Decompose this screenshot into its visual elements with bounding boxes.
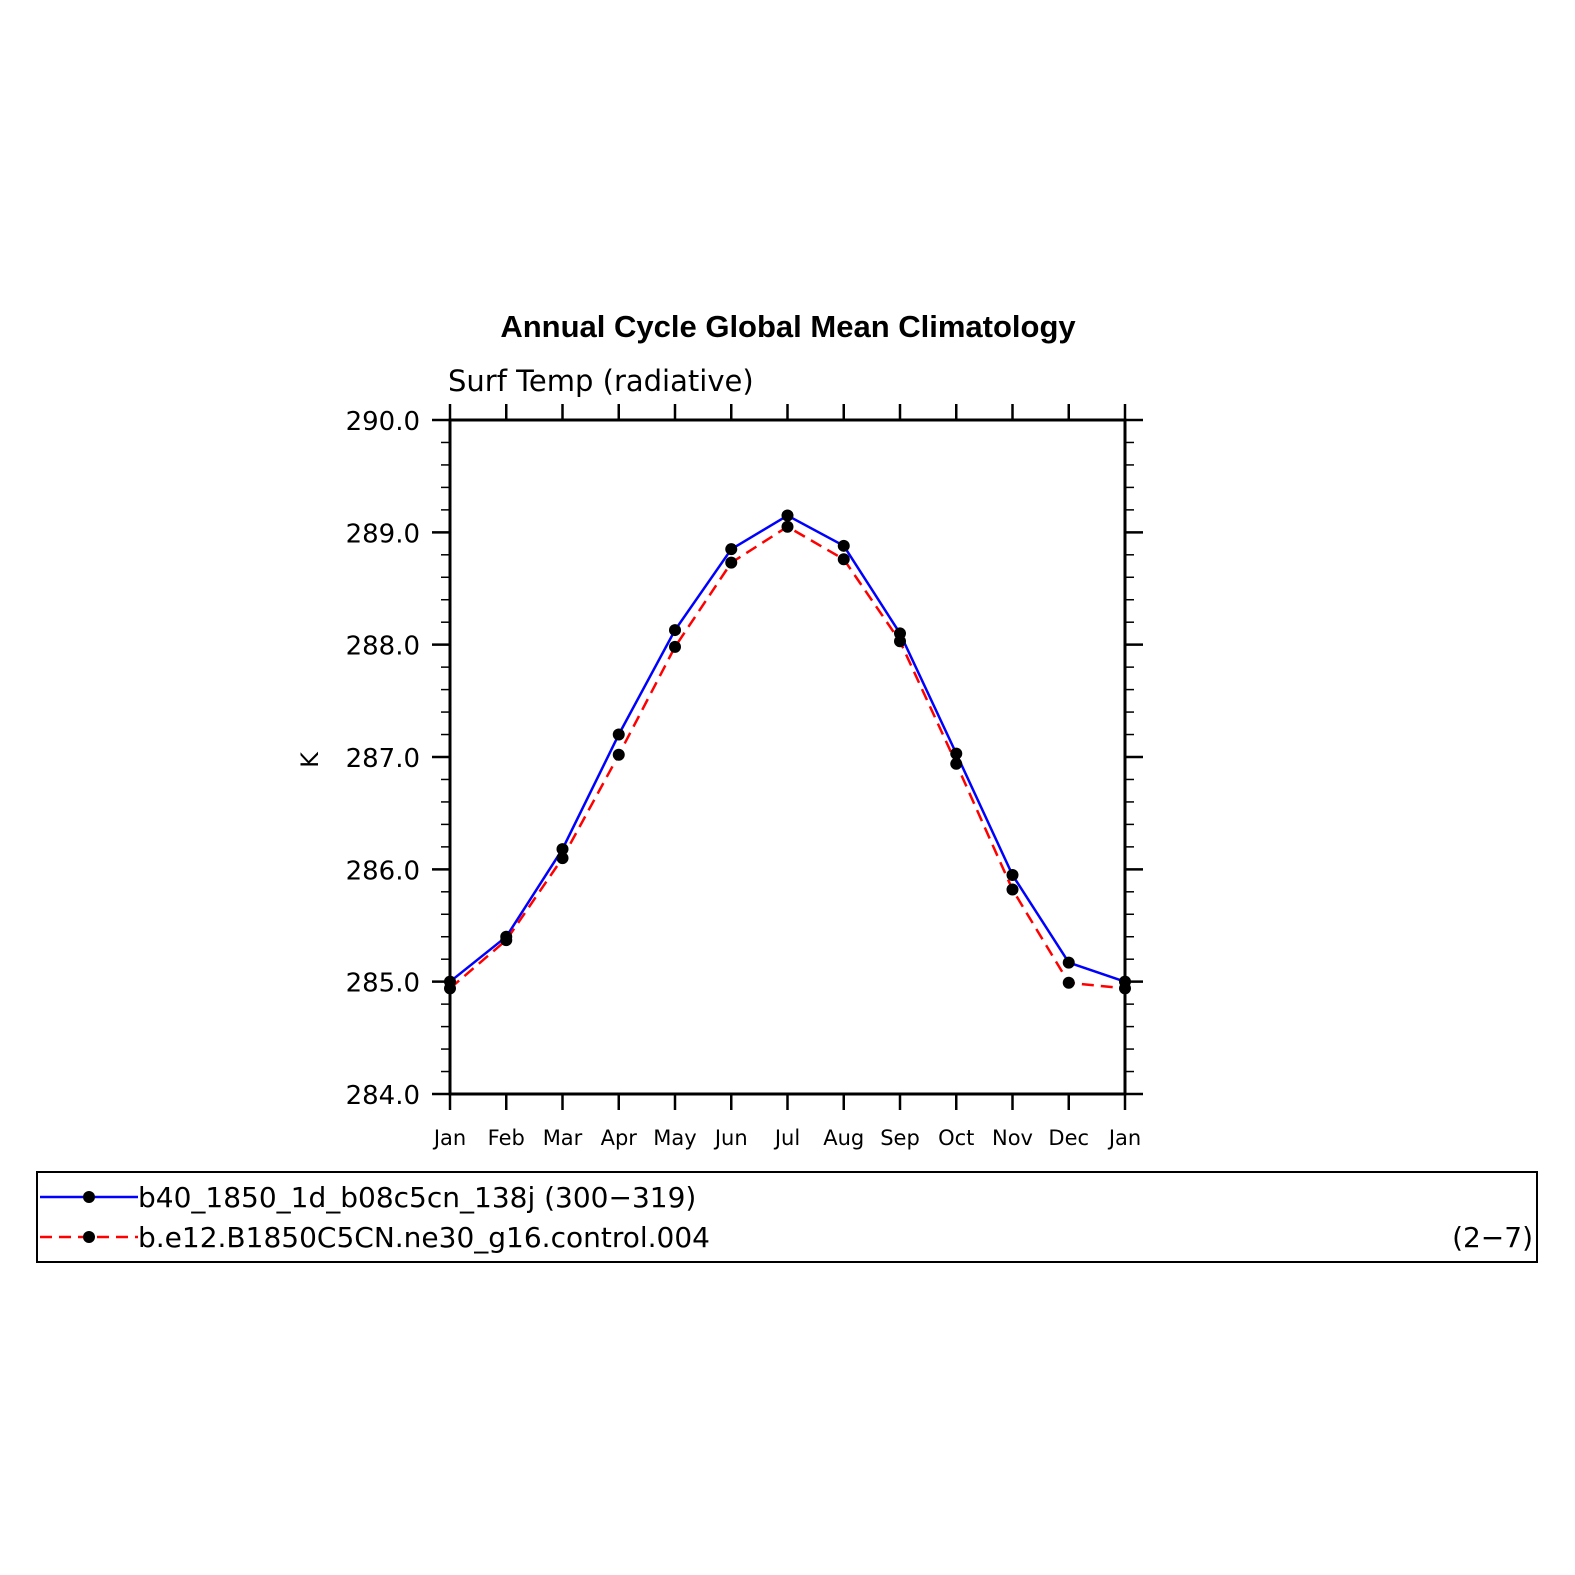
chart-subtitle: Surf Temp (radiative): [448, 364, 754, 398]
y-tick-label: 285.0: [346, 969, 420, 999]
series-2-point: [612, 748, 625, 761]
series-1-point: [950, 747, 963, 760]
x-tick-label: Mar: [543, 1126, 583, 1150]
plot-frame: [448, 418, 1127, 1096]
x-tick-label: Apr: [601, 1126, 638, 1150]
series-2-point: [781, 520, 794, 533]
series-2-point: [556, 852, 569, 865]
series-2-point: [1006, 883, 1019, 896]
series-line-2: [449, 525, 1126, 990]
x-tick-label: Jun: [713, 1126, 748, 1150]
y-tick-label: 290.0: [346, 407, 420, 437]
chart-title: Annual Cycle Global Mean Climatology: [500, 309, 1076, 344]
x-tick-label: Dec: [1048, 1126, 1089, 1150]
legend-label-series-1: b40_1850_1d_b08c5cn_138j (300−319): [138, 1181, 696, 1214]
series-2-point: [669, 640, 681, 653]
series-lines: [449, 514, 1126, 990]
x-tick-label: Oct: [938, 1126, 974, 1150]
x-tick-label: Nov: [992, 1126, 1033, 1150]
legend-label-series-2: b.e12.B1850C5CN.ne30_g16.control.004: [138, 1221, 710, 1254]
legend-note: (2−7): [1452, 1221, 1533, 1254]
x-tick-label: Jan: [1107, 1126, 1141, 1150]
x-tick-label: Feb: [488, 1126, 525, 1150]
x-tick-labels: Jan Feb Mar Apr May Jun Jul Aug Sep Oct Nov Dec Jan: [432, 1126, 1141, 1150]
series-points: [444, 509, 1131, 995]
series-1-point: [837, 539, 850, 552]
series-1-point: [1006, 868, 1019, 881]
series-line-1: [449, 514, 1126, 983]
y-tick-label: 288.0: [346, 632, 420, 662]
series-1-point: [612, 728, 625, 741]
series-1-point: [556, 843, 569, 856]
series-1-point: [725, 543, 738, 556]
series-2-point: [837, 553, 850, 566]
legend: b40_1850_1d_b08c5cn_138j (300−319) b.e12…: [36, 1171, 1538, 1263]
series-2-point: [950, 757, 963, 770]
series-2-point: [894, 635, 906, 648]
x-tick-label: Sep: [880, 1126, 920, 1150]
series-2-point: [725, 556, 738, 569]
y-axis-label: K: [296, 751, 324, 768]
y-tick-label: 289.0: [346, 519, 420, 549]
legend-marker-series-2: [83, 1231, 95, 1243]
y-tick-label: 287.0: [346, 744, 420, 774]
series-2-point: [500, 934, 513, 947]
legend-box: [36, 1171, 1538, 1263]
y-tick-labels: 284.0 285.0 286.0 287.0 288.0 289.0 290.0: [346, 407, 420, 1111]
x-tick-label: Jan: [432, 1126, 466, 1150]
series-1-point: [781, 509, 794, 522]
series-1-point: [669, 624, 681, 637]
series-1-point: [1062, 956, 1075, 969]
legend-marker-series-1: [83, 1191, 95, 1203]
y-tick-label: 284.0: [346, 1081, 420, 1111]
x-tick-label: May: [653, 1126, 696, 1150]
series-2-point: [1062, 976, 1075, 989]
x-tick-label: Jul: [773, 1126, 800, 1150]
x-tick-label: Aug: [823, 1126, 864, 1150]
y-tick-label: 286.0: [346, 856, 420, 886]
